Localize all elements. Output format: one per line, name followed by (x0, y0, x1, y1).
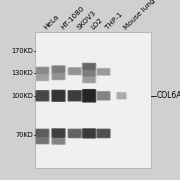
FancyBboxPatch shape (83, 77, 95, 82)
FancyBboxPatch shape (53, 91, 64, 101)
FancyBboxPatch shape (53, 73, 64, 79)
FancyBboxPatch shape (36, 129, 48, 138)
Text: 170KD: 170KD (11, 48, 33, 54)
Text: LO2: LO2 (90, 16, 104, 31)
FancyBboxPatch shape (117, 93, 126, 99)
FancyBboxPatch shape (69, 68, 81, 74)
FancyBboxPatch shape (69, 129, 81, 138)
Bar (35, 31, 151, 168)
Text: HT-1080: HT-1080 (59, 5, 85, 31)
FancyBboxPatch shape (68, 67, 82, 75)
FancyBboxPatch shape (53, 138, 64, 144)
FancyBboxPatch shape (117, 93, 126, 99)
FancyBboxPatch shape (51, 90, 66, 102)
FancyBboxPatch shape (98, 129, 109, 137)
FancyBboxPatch shape (35, 67, 50, 76)
FancyBboxPatch shape (51, 137, 66, 145)
FancyBboxPatch shape (36, 91, 48, 101)
FancyBboxPatch shape (36, 129, 48, 137)
FancyBboxPatch shape (68, 90, 82, 102)
FancyBboxPatch shape (82, 69, 96, 77)
FancyBboxPatch shape (82, 128, 96, 139)
FancyBboxPatch shape (52, 73, 65, 80)
FancyBboxPatch shape (53, 66, 64, 73)
FancyBboxPatch shape (52, 138, 65, 144)
FancyBboxPatch shape (69, 129, 81, 137)
Text: COL6A2: COL6A2 (157, 91, 180, 100)
FancyBboxPatch shape (97, 129, 110, 138)
FancyBboxPatch shape (83, 129, 95, 138)
FancyBboxPatch shape (52, 90, 65, 101)
FancyBboxPatch shape (82, 89, 96, 103)
FancyBboxPatch shape (82, 76, 96, 83)
FancyBboxPatch shape (69, 91, 81, 101)
FancyBboxPatch shape (52, 129, 65, 138)
FancyBboxPatch shape (36, 68, 48, 75)
FancyBboxPatch shape (96, 129, 111, 138)
FancyBboxPatch shape (36, 67, 48, 75)
Text: SKOV3: SKOV3 (76, 9, 97, 31)
FancyBboxPatch shape (51, 128, 66, 139)
FancyBboxPatch shape (35, 136, 50, 144)
Text: 70KD: 70KD (15, 132, 33, 138)
FancyBboxPatch shape (51, 65, 66, 74)
FancyBboxPatch shape (35, 73, 50, 81)
FancyBboxPatch shape (96, 68, 111, 76)
FancyBboxPatch shape (83, 90, 95, 102)
FancyBboxPatch shape (96, 91, 111, 101)
FancyBboxPatch shape (36, 137, 48, 143)
FancyBboxPatch shape (83, 77, 95, 83)
FancyBboxPatch shape (69, 68, 81, 75)
FancyBboxPatch shape (97, 69, 110, 75)
FancyBboxPatch shape (83, 129, 95, 138)
FancyBboxPatch shape (53, 129, 64, 138)
FancyBboxPatch shape (35, 90, 50, 102)
FancyBboxPatch shape (36, 91, 48, 101)
FancyBboxPatch shape (83, 90, 95, 102)
Text: 100KD: 100KD (11, 93, 33, 99)
FancyBboxPatch shape (98, 92, 109, 100)
FancyBboxPatch shape (69, 91, 81, 101)
FancyBboxPatch shape (35, 129, 50, 138)
FancyBboxPatch shape (83, 64, 95, 71)
Text: 130KD: 130KD (12, 69, 33, 76)
FancyBboxPatch shape (83, 64, 95, 71)
FancyBboxPatch shape (82, 63, 96, 71)
Text: Mouse lung: Mouse lung (122, 0, 156, 31)
FancyBboxPatch shape (51, 72, 66, 80)
FancyBboxPatch shape (68, 129, 82, 138)
FancyBboxPatch shape (52, 66, 65, 74)
FancyBboxPatch shape (83, 70, 95, 76)
FancyBboxPatch shape (36, 137, 48, 144)
FancyBboxPatch shape (97, 92, 110, 100)
FancyBboxPatch shape (36, 74, 48, 81)
Text: HeLa: HeLa (43, 13, 60, 31)
FancyBboxPatch shape (116, 92, 127, 100)
FancyBboxPatch shape (36, 74, 48, 80)
Text: THP-1: THP-1 (104, 11, 124, 31)
FancyBboxPatch shape (83, 70, 95, 77)
FancyBboxPatch shape (98, 69, 109, 75)
